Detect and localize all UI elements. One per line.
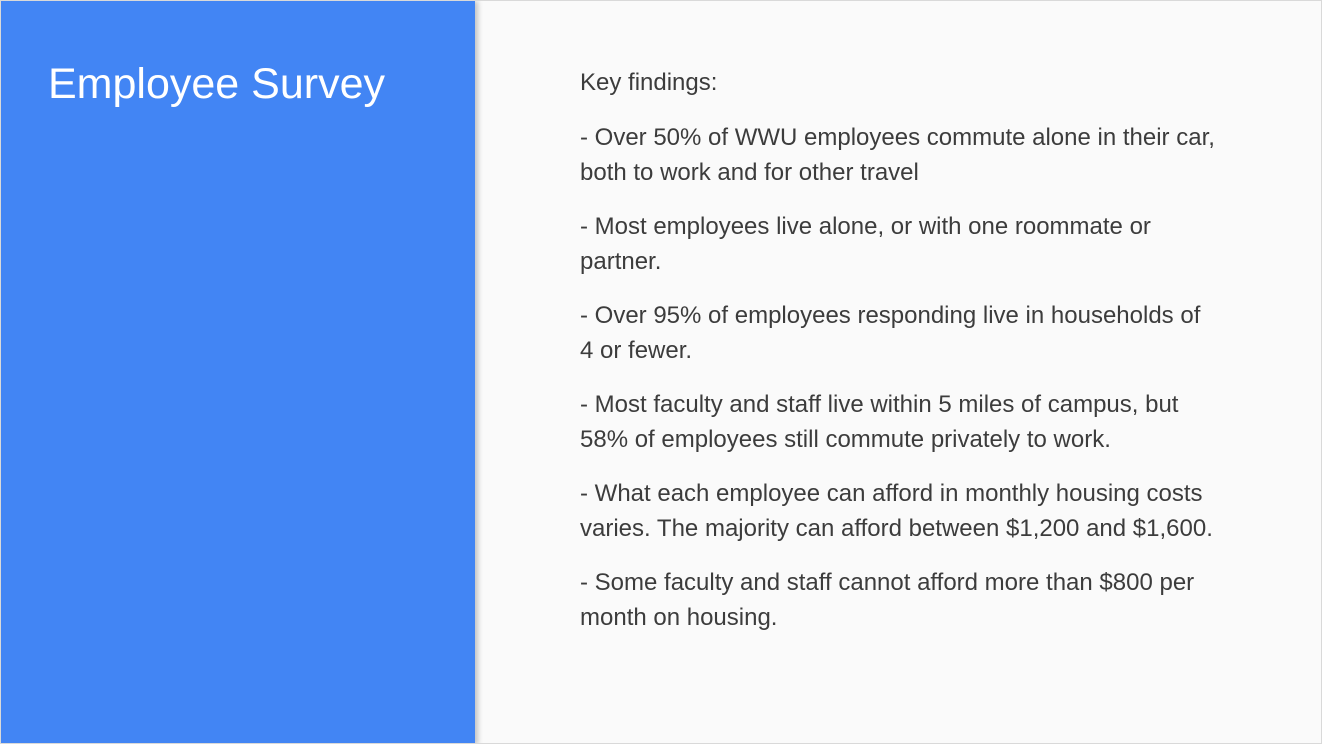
slide-title: Employee Survey [48,60,385,108]
finding-item: - Most employees live alone, or with one… [580,213,1151,275]
finding-item: - What each employee can afford in month… [580,480,1213,542]
finding-item: - Most faculty and staff live within 5 m… [580,391,1179,453]
title-panel: Employee Survey [1,1,475,743]
finding-item: - Some faculty and staff cannot afford m… [580,569,1195,631]
slide-body: Key findings: - Over 50% of WWU employee… [580,65,1220,654]
findings-heading: Key findings: [580,69,718,96]
finding-item: - Over 50% of WWU employees commute alon… [580,124,1215,186]
findings-list: - Over 50% of WWU employees commute alon… [580,120,1220,635]
finding-item: - Over 95% of employees responding live … [580,302,1201,364]
